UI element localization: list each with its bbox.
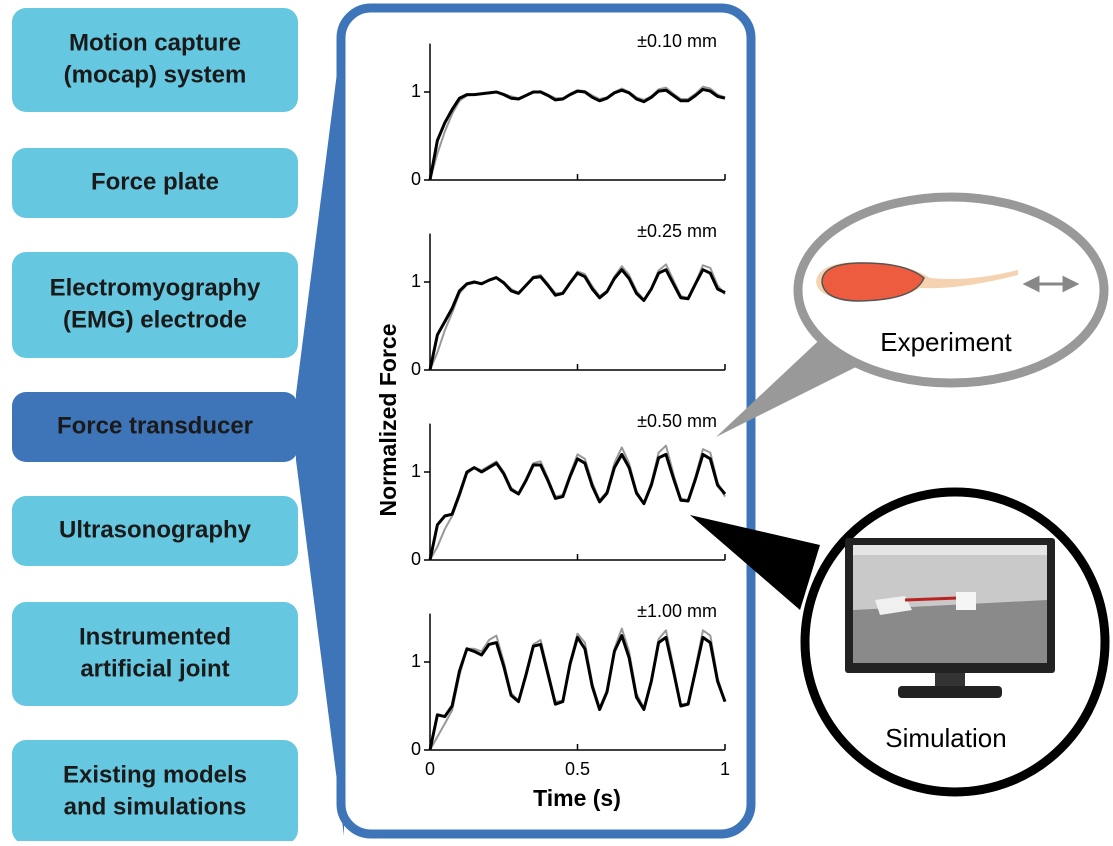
y-tick-label: 1 bbox=[411, 271, 421, 291]
y-tick-label: 1 bbox=[411, 461, 421, 481]
chart-title: ±0.50 mm bbox=[637, 411, 717, 431]
x-tick-label: 1 bbox=[720, 759, 730, 779]
source-label: Ultrasonography bbox=[59, 516, 252, 543]
y-tick-label: 1 bbox=[411, 651, 421, 671]
source-label: Existing models bbox=[63, 761, 247, 788]
source-box bbox=[12, 252, 298, 358]
y-tick-label: 0 bbox=[411, 739, 421, 759]
x-tick-label: 0 bbox=[425, 759, 435, 779]
source-box bbox=[12, 740, 298, 841]
source-label: Electromyography bbox=[50, 274, 261, 301]
source-label: (mocap) system bbox=[64, 61, 247, 88]
y-axis-label: Normalized Force bbox=[375, 324, 401, 517]
source-label: Motion capture bbox=[69, 29, 241, 56]
source-label: artificial joint bbox=[80, 655, 229, 682]
source-box bbox=[12, 602, 298, 706]
x-axis-label: Time (s) bbox=[533, 785, 621, 811]
source-label: Instrumented bbox=[79, 623, 231, 650]
experiment-label: Experiment bbox=[880, 327, 1012, 357]
source-label: Force transducer bbox=[57, 412, 253, 439]
simulation-label: Simulation bbox=[885, 723, 1006, 753]
source-label: Force plate bbox=[91, 168, 219, 195]
source-label: and simulations bbox=[64, 793, 247, 820]
y-tick-label: 0 bbox=[411, 549, 421, 569]
y-tick-label: 1 bbox=[411, 81, 421, 101]
chart-title: ±1.00 mm bbox=[637, 601, 717, 621]
source-label: (EMG) electrode bbox=[63, 306, 247, 333]
source-box bbox=[12, 8, 298, 112]
x-tick-label: 0.5 bbox=[565, 759, 590, 779]
y-tick-label: 0 bbox=[411, 169, 421, 189]
chart-title: ±0.25 mm bbox=[637, 221, 717, 241]
chart-title: ±0.10 mm bbox=[637, 31, 717, 51]
y-tick-label: 0 bbox=[411, 359, 421, 379]
figure: Experiment Simulation Motion capture (moc… bbox=[0, 0, 1113, 841]
